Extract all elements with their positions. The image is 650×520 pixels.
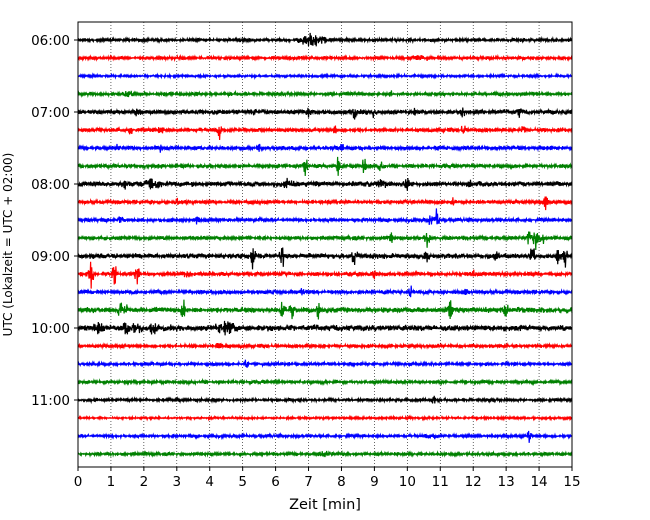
x-tick-label: 5 — [238, 474, 247, 490]
y-axis-label: UTC (Lokalzeit = UTC + 02:00) — [1, 153, 15, 337]
trace-0900 — [77, 247, 573, 270]
y-axis-ticks: 06:00 07:00 08:00 09:00 10:00 11:00 — [31, 33, 78, 409]
x-tick-label: 1 — [107, 474, 116, 490]
trace-0700 — [77, 107, 573, 120]
x-tick-label: 4 — [205, 474, 214, 490]
x-axis-label: Zeit [min] — [289, 497, 361, 513]
trace-0715 — [77, 125, 573, 141]
trace-0630 — [77, 72, 573, 80]
x-tick-label: 14 — [530, 474, 547, 490]
plot-frame — [77, 21, 573, 468]
trace-0830 — [77, 208, 573, 225]
trace-0800 — [77, 177, 573, 191]
x-tick-label: 2 — [140, 474, 149, 490]
trace-0930 — [77, 285, 573, 298]
y-tick-label: 10:00 — [31, 321, 70, 337]
trace-0915 — [77, 261, 573, 289]
trace-0615 — [77, 53, 573, 63]
trace-1045 — [77, 377, 573, 387]
trace-1115 — [77, 414, 573, 422]
trace-0845 — [77, 231, 573, 250]
y-tick-label: 08:00 — [31, 177, 70, 193]
vertical-gridlines — [110, 22, 540, 467]
y-tick-label: 06:00 — [31, 33, 70, 49]
seismic-traces — [77, 32, 573, 458]
y-tick-label: 09:00 — [31, 249, 70, 265]
x-tick-label: 3 — [173, 474, 182, 490]
x-tick-label: 12 — [465, 474, 482, 490]
x-tick-label: 0 — [74, 474, 83, 490]
x-tick-label: 15 — [563, 474, 580, 490]
x-tick-label: 13 — [498, 474, 515, 490]
trace-1130 — [77, 430, 573, 443]
trace-0945 — [77, 299, 573, 320]
trace-1145 — [77, 449, 573, 458]
x-tick-label: 11 — [432, 474, 449, 490]
trace-0815 — [77, 196, 573, 211]
trace-1015 — [77, 341, 573, 350]
y-tick-label: 07:00 — [31, 105, 70, 121]
trace-0645 — [77, 89, 573, 99]
trace-1000 — [77, 320, 573, 336]
x-tick-label: 10 — [399, 474, 416, 490]
y-tick-label: 11:00 — [31, 393, 70, 409]
trace-0600 — [77, 32, 573, 47]
trace-1100 — [77, 395, 573, 405]
x-tick-label: 7 — [304, 474, 313, 490]
x-tick-label: 9 — [370, 474, 379, 490]
x-tick-label: 8 — [337, 474, 346, 490]
trace-0745 — [77, 156, 573, 177]
x-tick-label: 6 — [271, 474, 280, 490]
trace-0730 — [77, 143, 573, 153]
trace-1030 — [77, 359, 573, 369]
x-axis-ticks: 0 1 2 3 4 5 6 7 8 9 10 11 12 13 14 15 — [74, 467, 581, 490]
